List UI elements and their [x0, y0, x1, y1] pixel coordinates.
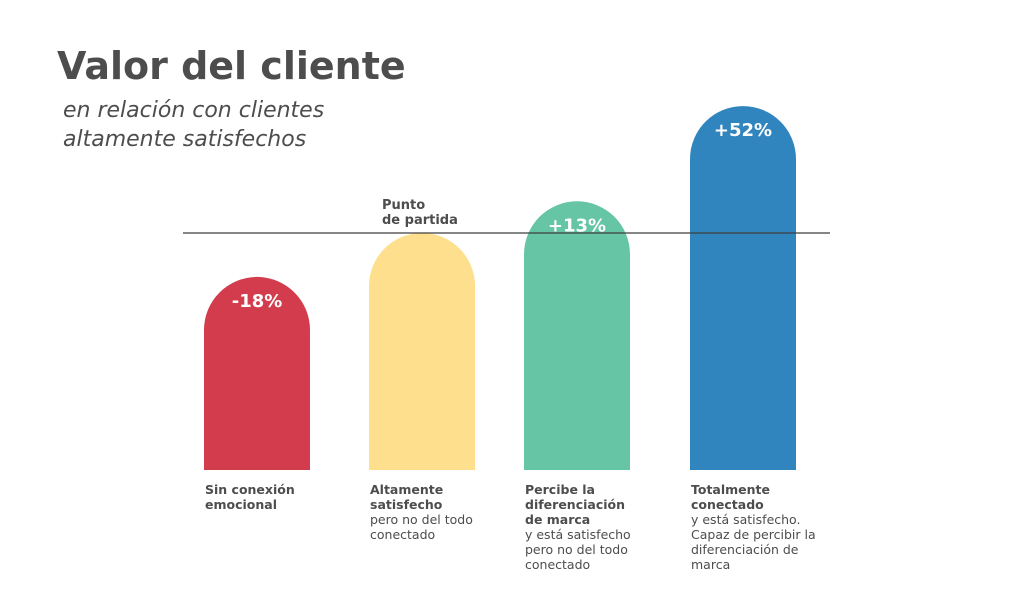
- category-name-line: Altamente: [370, 482, 444, 497]
- category-label-2: Altamente satisfecho pero no del todo conec…: [370, 482, 520, 542]
- category-name-line: Percibe la: [525, 482, 595, 497]
- bar-value-label-4: +52%: [714, 120, 772, 141]
- category-description-line: diferenciación de: [691, 542, 799, 557]
- category-name: Sin conexión emocional: [205, 482, 355, 512]
- category-description: y está satisfecho pero no del todo conecta…: [525, 527, 675, 572]
- bars-layer: [204, 106, 796, 470]
- category-description-line: marca: [691, 557, 731, 572]
- category-description-line: pero no del todo: [370, 512, 473, 527]
- category-name-line: conectado: [691, 497, 764, 512]
- category-name-line: satisfecho: [370, 497, 443, 512]
- baseline-label-line-1: Punto: [382, 198, 426, 213]
- baseline-label-line-2: de partida: [382, 213, 458, 228]
- category-name-line: Sin conexión: [205, 482, 295, 497]
- category-name-line: Totalmente: [691, 482, 771, 497]
- category-name: Totalmente conectado: [691, 482, 841, 512]
- category-name-line: de marca: [525, 512, 591, 527]
- category-description-line: pero no del todo: [525, 542, 628, 557]
- category-description-line: conectado: [525, 557, 591, 572]
- chart-subtitle: en relación con clientes altamente satis…: [63, 96, 324, 154]
- bar-3: [524, 201, 630, 470]
- category-name-line: diferenciación: [525, 497, 625, 512]
- category-name: Percibe la diferenciación de marca: [525, 482, 675, 527]
- category-description-line: y está satisfecho: [525, 527, 631, 542]
- category-name-line: emocional: [205, 497, 277, 512]
- category-description-line: y está satisfecho.: [691, 512, 801, 527]
- bar-4: [690, 106, 796, 470]
- chart-subtitle-line-2: altamente satisfechos: [63, 127, 307, 152]
- chart-title: Valor del cliente: [57, 44, 406, 88]
- bar-1: [204, 276, 310, 470]
- baseline-label: Punto de partida: [382, 198, 458, 228]
- category-label-3: Percibe la diferenciación de marca y está s…: [525, 482, 675, 572]
- value-labels-layer: -18% +13% +52%: [232, 120, 772, 312]
- bar-value-label-1: -18%: [232, 291, 283, 312]
- category-description-line: conectado: [370, 527, 436, 542]
- category-description: pero no del todo conectado: [370, 512, 520, 542]
- category-label-4: Totalmente conectado y está satisfecho. Cap…: [691, 482, 841, 572]
- category-description-line: Capaz de percibir la: [691, 527, 816, 542]
- category-description: y está satisfecho. Capaz de percibir la di…: [691, 512, 841, 572]
- bar-2: [369, 233, 475, 470]
- bar-value-label-3: +13%: [548, 215, 606, 236]
- chart-subtitle-line-1: en relación con clientes: [63, 98, 325, 123]
- category-name: Altamente satisfecho: [370, 482, 520, 512]
- category-label-1: Sin conexión emocional: [205, 482, 355, 512]
